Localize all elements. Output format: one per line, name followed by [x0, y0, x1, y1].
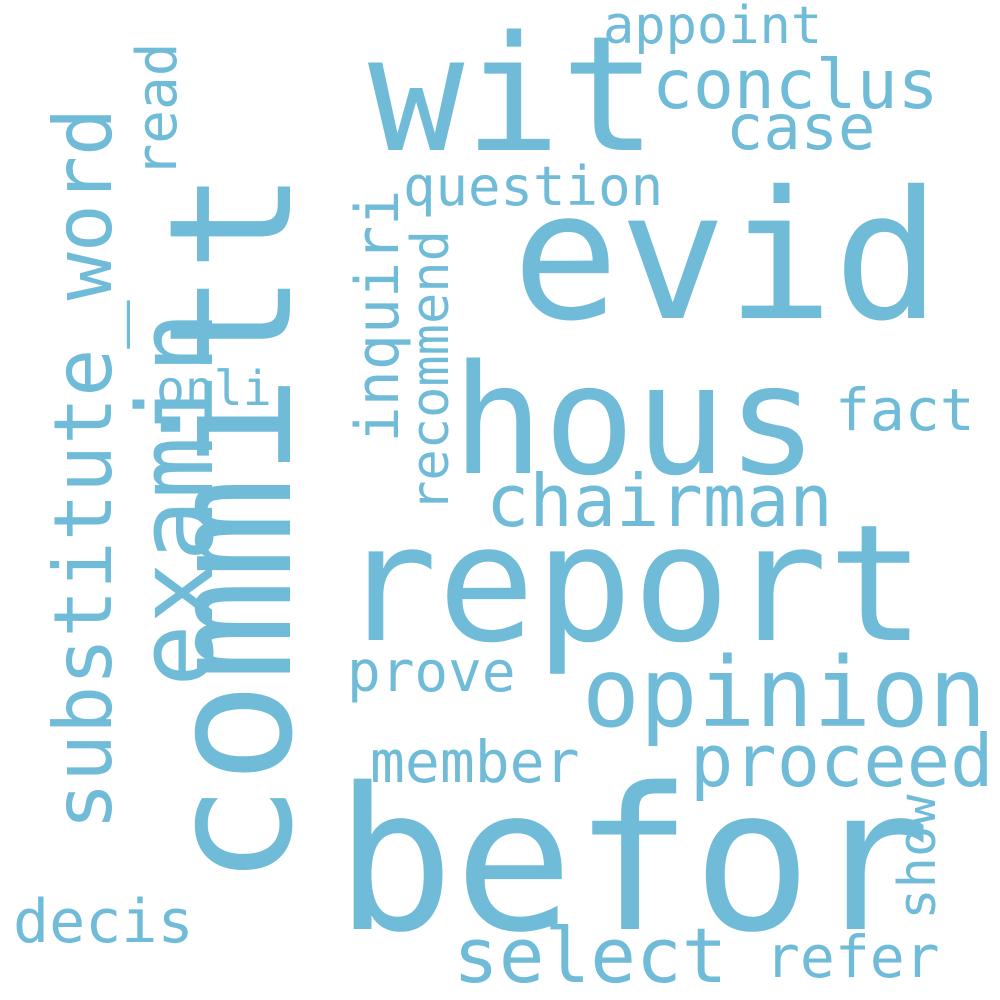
word-chairman: chairman	[486, 459, 833, 543]
word-conclus: conclus	[652, 46, 939, 125]
word-member: member	[370, 728, 580, 796]
word-appoint: appoint	[603, 0, 823, 56]
word-substitute-word: substitute_word	[37, 107, 130, 831]
word-select: select	[453, 911, 728, 1000]
word-wit: wit	[368, 1, 657, 188]
word-proceed: proceed	[690, 719, 994, 803]
word-onli: onli	[156, 361, 272, 417]
word-prove: prove	[347, 640, 516, 705]
word-evid: evid	[512, 153, 941, 360]
word-recommend: recommend	[401, 230, 461, 512]
word-question: question	[403, 155, 664, 218]
word-report: report	[340, 491, 926, 679]
word-read: read	[125, 42, 190, 178]
word-fact: fact	[835, 376, 975, 444]
word-opinion: opinion	[582, 637, 987, 749]
word-befor: befor	[335, 745, 932, 976]
word-refer: refer	[765, 923, 940, 991]
word-examin: examin	[115, 311, 237, 687]
word-inquiri: inquiri	[343, 189, 413, 443]
word-hous: hous	[452, 332, 819, 509]
word-decis: decis	[13, 887, 194, 957]
word-case: case	[726, 91, 876, 164]
